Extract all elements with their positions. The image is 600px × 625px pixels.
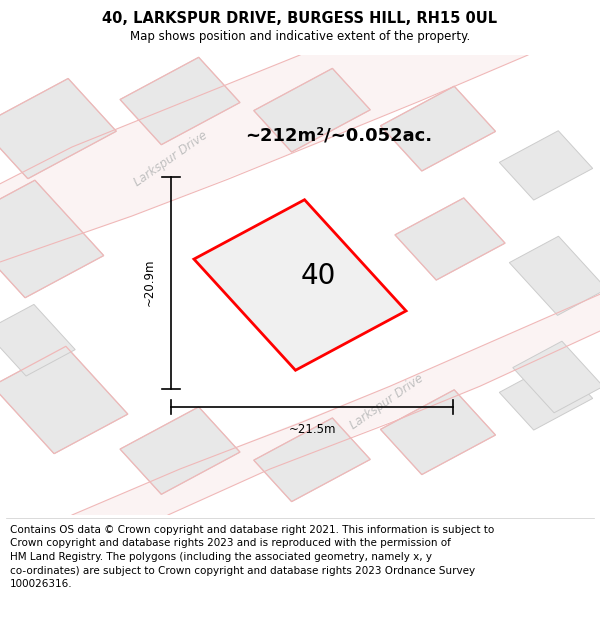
Polygon shape [0,55,528,262]
Polygon shape [0,304,75,376]
Text: ~21.5m: ~21.5m [288,423,336,436]
Text: Larkspur Drive: Larkspur Drive [348,372,426,432]
Polygon shape [120,407,240,494]
Polygon shape [254,418,370,502]
Polygon shape [0,346,128,454]
Polygon shape [380,390,496,474]
Polygon shape [499,131,593,200]
Polygon shape [0,180,104,298]
Text: 40: 40 [301,262,335,290]
Polygon shape [499,361,593,430]
Polygon shape [254,68,370,152]
Polygon shape [513,341,600,412]
Text: Larkspur Drive: Larkspur Drive [132,128,210,189]
Polygon shape [0,79,116,179]
Text: ~212m²/~0.052ac.: ~212m²/~0.052ac. [245,126,433,144]
Polygon shape [509,236,600,316]
Text: 40, LARKSPUR DRIVE, BURGESS HILL, RH15 0UL: 40, LARKSPUR DRIVE, BURGESS HILL, RH15 0… [103,11,497,26]
Polygon shape [380,86,496,171]
Polygon shape [194,200,406,370]
Polygon shape [120,58,240,145]
Text: ~20.9m: ~20.9m [143,259,156,306]
Text: Contains OS data © Crown copyright and database right 2021. This information is : Contains OS data © Crown copyright and d… [10,525,494,589]
Polygon shape [72,294,600,515]
Polygon shape [395,198,505,280]
Text: Map shows position and indicative extent of the property.: Map shows position and indicative extent… [130,30,470,43]
